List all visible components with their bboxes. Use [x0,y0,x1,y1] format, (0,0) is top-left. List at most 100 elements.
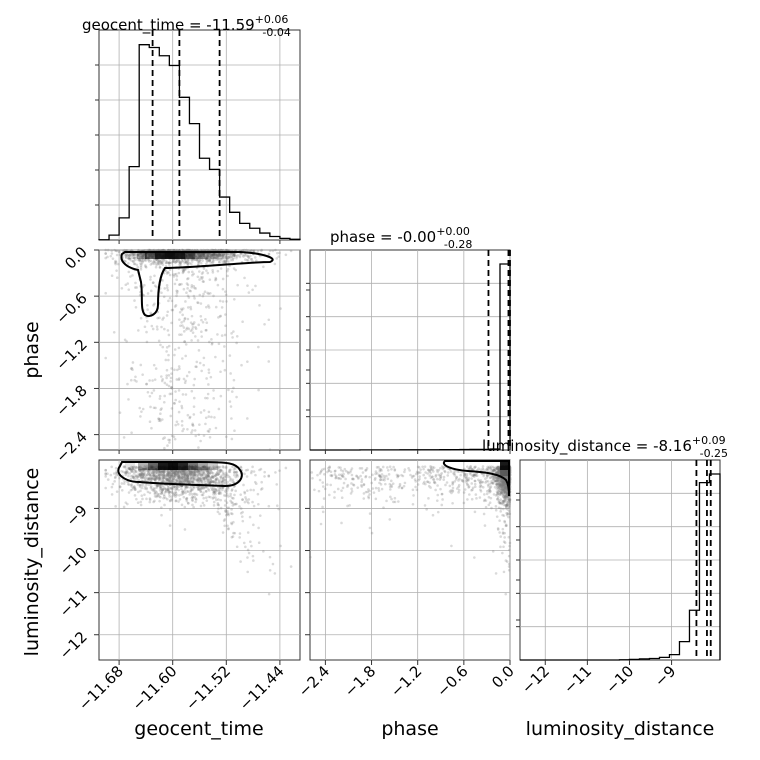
scatter-point [436,493,440,497]
scatter-point [120,286,124,290]
scatter-point [173,282,177,286]
scatter-point [216,333,219,336]
scatter-point [167,299,170,303]
scatter-point [216,478,220,481]
scatter-point [174,398,177,402]
xtick-label: −12 [518,662,553,697]
scatter-point [451,489,454,492]
scatter-point [202,248,205,252]
scatter-point [135,477,139,480]
scatter-point [206,429,210,433]
scatter-point [135,497,138,501]
scatter-point [221,359,225,363]
scatter-point [403,468,407,471]
scatter-point [223,524,227,528]
scatter-point [116,262,120,266]
scatter-point [159,419,162,423]
scatter-point [178,248,181,252]
scatter-point [235,473,239,477]
scatter-point [246,284,249,287]
scatter-point [492,493,496,496]
scatter-point [141,259,144,263]
scatter-point [232,468,236,471]
scatter-point [318,472,322,475]
scatter-point [226,524,229,528]
scatter-point [223,494,226,497]
scatter-point [118,411,122,414]
scatter-point [202,491,205,495]
scatter-point [154,262,158,265]
scatter-point [225,257,229,261]
scatter-point [188,261,191,265]
scatter-point [175,289,178,293]
scatter-point [114,259,117,263]
scatter-point [190,285,194,289]
scatter-point [432,478,436,481]
scatter-point [219,394,223,398]
scatter-point [126,502,129,506]
scatter-point [186,262,189,265]
scatter-point [134,253,138,256]
scatter-point [162,295,166,299]
scatter-point [214,248,217,252]
scatter-point [177,474,181,478]
scatter-point [161,260,165,264]
scatter-point [177,365,181,368]
scatter-point [495,466,499,470]
scatter-point [195,470,198,474]
scatter-point [252,249,256,252]
scatter-point [177,346,181,350]
scatter-point [224,313,227,316]
scatter-point [153,274,156,278]
scatter-point [192,413,196,416]
scatter-point [205,259,209,263]
scatter-point [502,490,506,494]
scatter-point [214,253,217,256]
scatter-point [188,472,192,476]
scatter-point [149,311,152,315]
scatter-point [192,383,196,387]
scatter-point [202,486,206,490]
scatter-point [200,256,203,259]
scatter-point [219,248,223,252]
scatter-point [494,508,498,512]
scatter-point [171,474,175,478]
scatter-point [268,555,272,559]
scatter-point [208,258,212,262]
scatter-point [211,260,215,264]
scatter-point [273,572,277,575]
scatter-point [226,252,229,256]
scatter-point [156,249,159,252]
scatter-point [139,268,143,271]
scatter-point [361,471,365,474]
scatter-point [239,465,243,469]
scatter-point [191,498,194,502]
scatter-point [118,485,122,488]
scatter-point [191,476,195,479]
scatter-point [149,474,152,477]
scatter-point [183,475,186,479]
scatter-point [140,477,144,480]
scatter-point [189,289,192,293]
scatter-point [134,470,138,474]
scatter-point [144,258,147,261]
scatter-point [104,475,107,478]
scatter-point [246,254,250,258]
scatter-point [180,404,184,408]
scatter-point [168,392,172,396]
scatter-point [216,255,219,259]
scatter-point [219,498,223,502]
scatter-point [206,487,210,491]
scatter-point [143,478,147,481]
scatter-point [163,436,166,439]
scatter-point [502,507,505,511]
scatter-point [244,496,247,499]
histograms [98,30,721,661]
scatter-point [168,296,172,300]
scatter-point [204,416,208,420]
scatter-point [171,477,175,480]
scatter-point [393,500,397,504]
scatter-point [168,264,171,268]
scatter-point [148,473,151,477]
scatter-point [192,505,195,509]
